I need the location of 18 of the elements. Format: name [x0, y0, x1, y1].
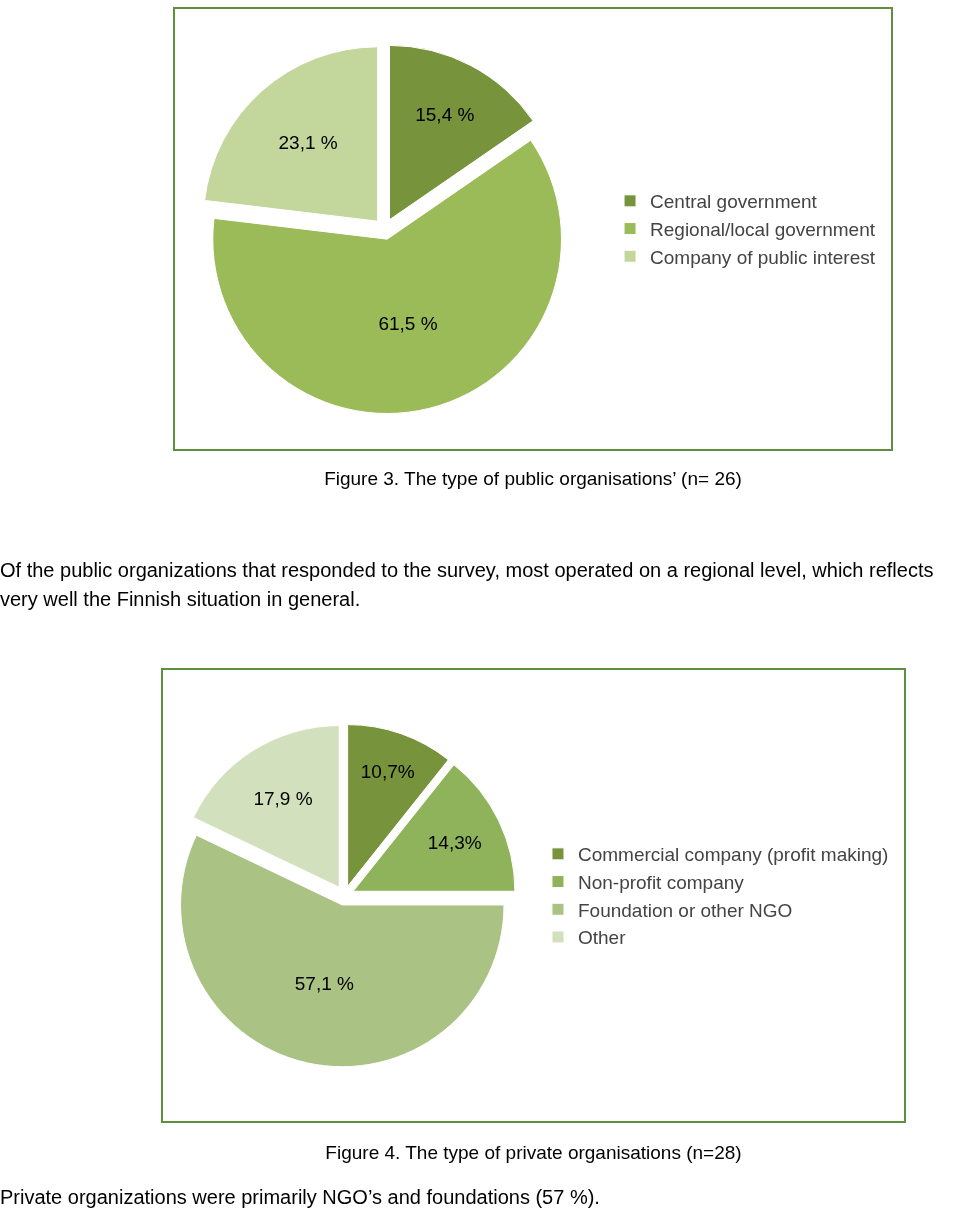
data-label: 14,3%	[427, 831, 482, 853]
data-label: 10,7%	[360, 761, 415, 783]
legend-label: Regional/local government	[650, 218, 876, 240]
text: Of the public organizations that responded to the survey, most operated on a regional level, which reflects very well the Finnish situation in general.	[0, 558, 935, 612]
data-label: 57,1 %	[294, 973, 355, 995]
data-label: 15,4 %	[415, 103, 475, 125]
legend-label: Other	[577, 927, 627, 949]
legend-label: Central government	[650, 191, 818, 213]
legend-label: Non-profit company	[577, 871, 745, 893]
text: Private organizations were primarily NGO’s and foundations (57 %).	[0, 1185, 601, 1210]
legend-label: Company of public interest	[650, 246, 876, 268]
caption: Figure 3. The type of public organisations’ (n= 26)	[323, 468, 743, 490]
data-label: 23,1 %	[278, 132, 338, 154]
data-label: 17,9 %	[253, 787, 313, 809]
data-label: 61,5 %	[378, 313, 438, 335]
legend-label: Foundation or other NGO	[577, 899, 793, 921]
legend-label: Commercial company (profit making)	[577, 844, 889, 866]
caption: Figure 4. The type of private organisations (n=28)	[324, 1142, 743, 1164]
